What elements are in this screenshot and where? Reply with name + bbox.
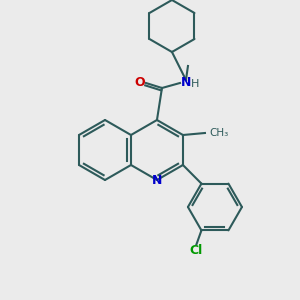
Text: Cl: Cl bbox=[190, 244, 203, 257]
Text: H: H bbox=[191, 79, 199, 89]
Text: CH₃: CH₃ bbox=[209, 128, 228, 138]
Text: N: N bbox=[181, 76, 191, 89]
Text: O: O bbox=[135, 76, 145, 89]
Text: N: N bbox=[152, 173, 162, 187]
